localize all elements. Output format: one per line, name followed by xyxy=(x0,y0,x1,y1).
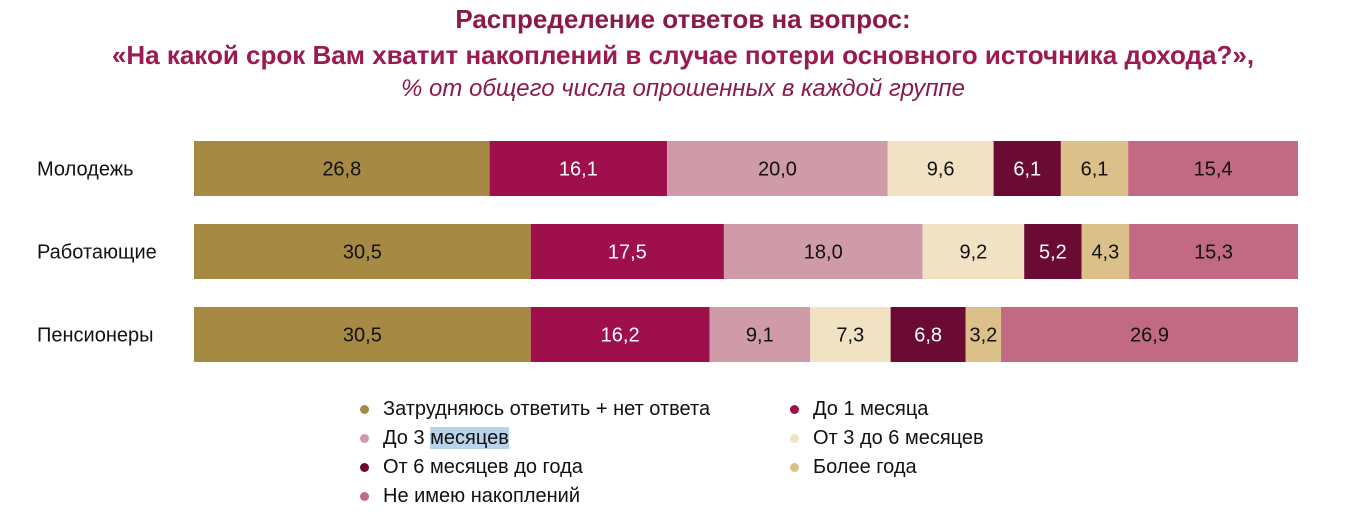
bar-segment xyxy=(922,224,1025,279)
bar-segment xyxy=(1129,224,1298,279)
legend-label-highlighted-word: месяцев xyxy=(430,426,509,449)
bar-segment xyxy=(709,307,811,362)
bar-value-label: 18,0 xyxy=(804,242,843,264)
legend-label-prefix: До 3 xyxy=(383,426,431,449)
bar-segment xyxy=(723,224,923,279)
legend-dot-icon xyxy=(790,433,799,443)
bar-segment xyxy=(530,224,724,279)
bar-value-label: 6,8 xyxy=(914,325,942,347)
legend-label: Не имею накоплений xyxy=(383,484,581,507)
legend-item: От 6 месяцев до года xyxy=(360,454,583,480)
legend-label: До 3 месяцев xyxy=(383,426,509,450)
bar-value-label: 9,1 xyxy=(746,325,774,347)
category-label: Пенсионеры xyxy=(37,325,154,347)
bar-value-label: 26,8 xyxy=(322,159,361,181)
legend-label: До 1 месяца xyxy=(813,397,929,420)
legend-dot-icon xyxy=(360,433,369,443)
legend-dot-icon xyxy=(360,404,369,414)
bar-value-label: 9,2 xyxy=(960,242,988,264)
legend-label: От 6 месяцев до года xyxy=(383,455,583,478)
bar-value-label: 15,3 xyxy=(1194,242,1233,264)
stacked-bar-chart: Молодежь 26,8 16,1 20,0 9,6 6,1 6,1 15,4 Работаю… xyxy=(37,141,1298,362)
legend-label: Более года xyxy=(813,455,917,478)
bar-value-label: 6,1 xyxy=(1013,159,1041,181)
legend-dot-icon xyxy=(790,404,799,414)
bar-value-label: 17,5 xyxy=(608,242,647,264)
bar-value-label: 5,2 xyxy=(1039,242,1067,264)
legend-item: Более года xyxy=(790,454,917,480)
bar-segment xyxy=(993,141,1061,196)
bar-segment xyxy=(667,141,888,196)
legend-item: От 3 до 6 месяцев xyxy=(790,425,984,451)
legend-item: Затрудняюсь ответить + нет ответа xyxy=(360,396,710,422)
bar-value-label: 26,9 xyxy=(1130,325,1169,347)
bar-segment xyxy=(1081,224,1130,279)
bar-value-label: 20,0 xyxy=(758,159,797,181)
legend-item: Не имею накоплений xyxy=(360,483,580,509)
legend-dot-icon xyxy=(790,462,799,472)
legend-label: Затрудняюсь ответить + нет ответа xyxy=(383,397,711,420)
bar-value-label: 16,1 xyxy=(559,159,598,181)
bar-value-label: 30,5 xyxy=(343,325,382,347)
bar-segment xyxy=(1128,141,1298,196)
category-label: Работающие xyxy=(37,242,157,264)
bar-value-label: 16,2 xyxy=(601,325,640,347)
chart-title-line-2: «На какой срок Вам хватит накоплений в с… xyxy=(111,40,1255,70)
bar-value-label: 30,5 xyxy=(343,242,382,264)
bar-value-label: 4,3 xyxy=(1091,242,1119,264)
bar-value-label: 9,6 xyxy=(927,159,955,181)
legend-item: До 3 месяцев xyxy=(360,425,509,451)
bar-segment xyxy=(890,307,966,362)
bar-segment xyxy=(810,307,891,362)
category-label: Молодежь xyxy=(37,159,134,181)
bar-segment xyxy=(530,307,710,362)
bar-segment xyxy=(194,224,531,279)
bar-value-label: 7,3 xyxy=(836,325,864,347)
bar-segment xyxy=(1060,141,1129,196)
bar-value-label: 6,1 xyxy=(1081,159,1109,181)
legend-label: От 3 до 6 месяцев xyxy=(813,426,984,449)
bar-segment xyxy=(194,141,490,196)
legend-dot-icon xyxy=(360,491,369,501)
bar-segment xyxy=(965,307,1002,362)
bar-value-label: 3,2 xyxy=(969,325,997,347)
chart-subtitle: % от общего числа опрошенных в каждой гр… xyxy=(401,75,965,102)
bar-segment xyxy=(1024,224,1082,279)
bar-segment xyxy=(1001,307,1298,362)
bar-segment xyxy=(194,307,531,362)
chart-title-line-1: Распределение ответов на вопрос: xyxy=(455,4,911,34)
bar-segment xyxy=(887,141,994,196)
bar-value-label: 15,4 xyxy=(1194,159,1233,181)
bar-segment xyxy=(489,141,668,196)
legend-item: До 1 месяца xyxy=(790,396,928,422)
legend-dot-icon xyxy=(360,462,369,472)
